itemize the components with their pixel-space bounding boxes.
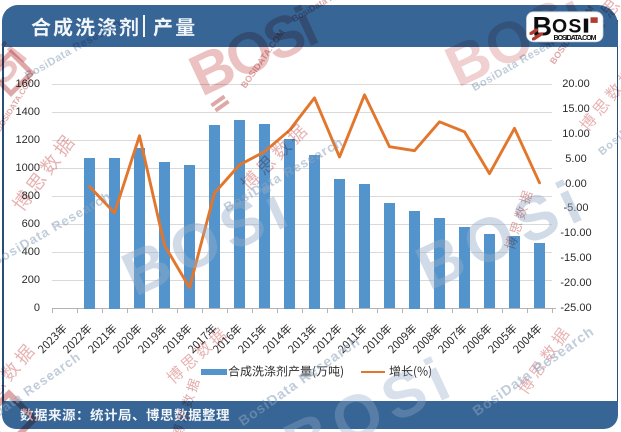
svg-text:B: B (532, 11, 552, 41)
svg-text:BOSIDATA.COM: BOSIDATA.COM (553, 34, 596, 41)
svg-text:OS: OS (552, 15, 583, 37)
